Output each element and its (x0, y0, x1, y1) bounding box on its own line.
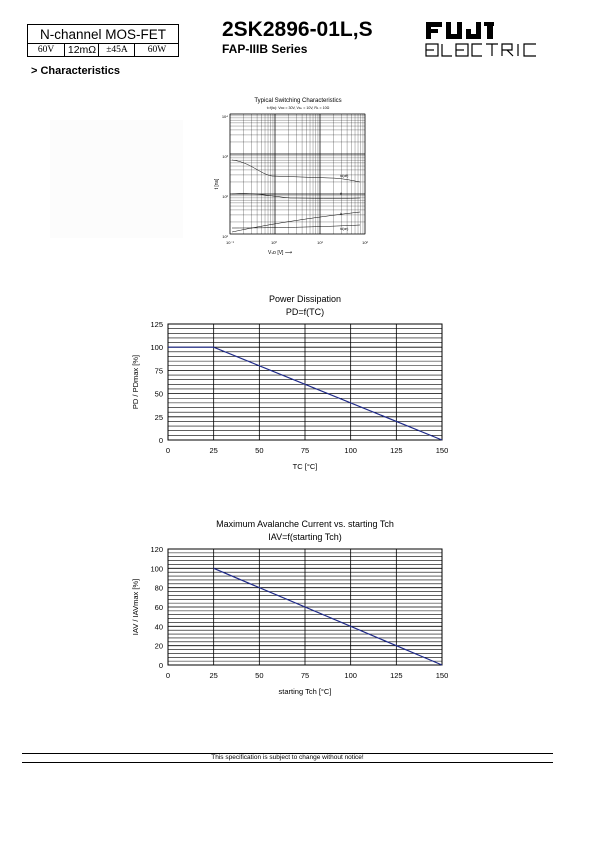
pd-ytick: 100 (150, 343, 163, 352)
pd-ytick: 75 (155, 366, 163, 375)
iav-xtick: 125 (390, 671, 403, 680)
sw-xlabel: Vₛᴅ [V] ⟶ (268, 250, 292, 256)
switching-chart-grid (229, 113, 366, 235)
pd-ytick: 50 (155, 390, 163, 399)
iav-title: Maximum Avalanche Current vs. starting T… (216, 519, 394, 529)
iav-frame (167, 548, 443, 666)
series-name: FAP-IIIB Series (222, 42, 308, 56)
iav-ytick: 40 (155, 622, 163, 631)
label-td-on: td(on) (340, 227, 348, 231)
pd-frame (167, 323, 443, 441)
pd-xtick: 25 (209, 446, 217, 455)
section-title: > Characteristics (31, 65, 120, 77)
iav-xtick: 25 (209, 671, 217, 680)
iav-ytick: 120 (150, 545, 163, 554)
curve-td-on (231, 224, 361, 229)
pd-xtick: 50 (255, 446, 263, 455)
iav-xtick: 150 (436, 671, 449, 680)
part-number: 2SK2896-01L,S (222, 18, 373, 41)
iav-ytick: 80 (155, 584, 163, 593)
pd-ylabel: PD / PDmax [%] (131, 355, 140, 409)
curve-tr (231, 211, 361, 233)
sw-ytick-1: 10³ (222, 154, 228, 159)
curve-tf (231, 193, 361, 199)
pd-title: Power Dissipation (269, 294, 341, 304)
sw-xtick-3: 10² (362, 240, 368, 245)
pd-xtick: 100 (344, 446, 357, 455)
label-tf: tf (340, 192, 342, 196)
spec-resistance: 12mΩ (64, 43, 99, 57)
footer-top-rule (22, 753, 553, 754)
power-dissipation-chart: Power Dissipation PD=f(TC) 0 25 50 75 100 125 15… (131, 294, 449, 471)
iav-xlabel: starting Tch [°C] (279, 687, 332, 696)
sw-ytick-2: 10² (222, 194, 228, 199)
iav-curve (213, 567, 443, 666)
sw-ylabel: t [ns] (214, 178, 220, 189)
pd-xtick: 150 (436, 446, 449, 455)
pd-xlabel: TC [°C] (293, 462, 318, 471)
iav-ytick: 20 (155, 642, 163, 651)
label-tr: tr (340, 212, 343, 216)
spec-current: ±45A (98, 43, 135, 57)
pd-xtick: 0 (166, 446, 170, 455)
switching-chart-subtitle: t=f(Iᴅ): Vᴅᴄ = 30V, Vɢₛ = 10V, Rʟ = 10Ω (267, 106, 330, 110)
device-type: N-channel MOS-FET (28, 26, 178, 44)
curve-td-off (231, 159, 361, 183)
pd-ytick: 125 (150, 320, 163, 329)
device-spec-box: N-channel MOS-FET 60V 12mΩ ±45A 60W (27, 24, 179, 57)
sw-ytick-0: 10⁴ (222, 114, 228, 119)
pd-ytick: 0 (159, 436, 163, 445)
iav-xtick: 50 (255, 671, 263, 680)
label-td-off: td(off) (340, 174, 348, 178)
pd-subtitle: PD=f(TC) (286, 307, 324, 317)
switching-characteristics-chart: Typical Switching Characteristics t=f(Iᴅ… (214, 98, 369, 256)
iav-subtitle: IAV=f(starting Tch) (268, 532, 341, 542)
sw-xtick-2: 10¹ (317, 240, 323, 245)
switching-chart-title: Typical Switching Characteristics (254, 98, 341, 104)
blank-region (50, 120, 183, 238)
footer-bottom-rule (22, 762, 553, 763)
iav-ytick: 0 (159, 661, 163, 670)
pd-xtick: 125 (390, 446, 403, 455)
fuji-electric-logo (425, 22, 536, 57)
avalanche-current-chart: Maximum Avalanche Current vs. starting T… (131, 519, 449, 696)
iav-xtick: 75 (301, 671, 309, 680)
sw-xtick-1: 10⁰ (271, 240, 277, 245)
iav-ytick: 100 (150, 564, 163, 573)
switching-chart-curves (231, 159, 361, 233)
spec-power: 60W (134, 43, 179, 57)
spec-voltage: 60V (37, 45, 55, 55)
sw-xtick-0: 10⁻¹ (226, 240, 235, 245)
pd-xtick: 75 (301, 446, 309, 455)
iav-xtick: 100 (344, 671, 357, 680)
footer-notice: This specification is subject to change … (211, 754, 364, 761)
iav-ytick: 60 (155, 603, 163, 612)
pd-ytick: 25 (155, 413, 163, 422)
iav-xtick: 0 (166, 671, 170, 680)
sw-ytick-3: 10¹ (222, 234, 228, 239)
iav-ylabel: IAV / IAVmax [%] (131, 579, 140, 635)
